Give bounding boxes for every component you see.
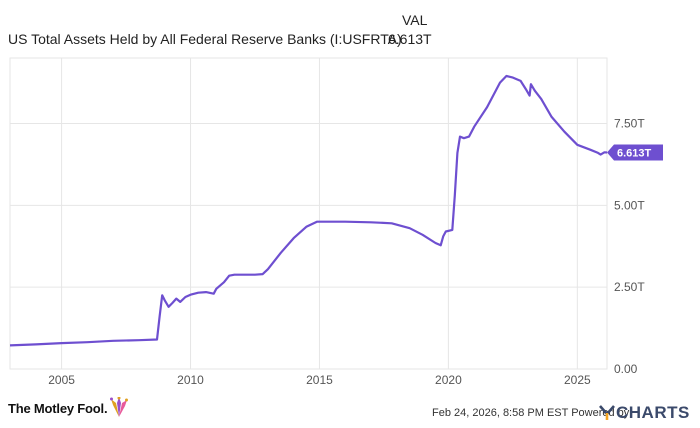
x-tick-label: 2020 xyxy=(435,373,462,387)
line-chart: 0.00 2.50T 5.00T 7.50T 2005 2010 2015 2020 2025 6… xyxy=(9,57,663,387)
y-tick-label: 5.00T xyxy=(614,198,645,212)
x-tick-label: 2025 xyxy=(564,373,591,387)
x-tick-label: 2005 xyxy=(48,373,75,387)
x-tick-label: 2015 xyxy=(306,373,333,387)
chart-footer: The Motley Fool. Feb 24, 2026, 8:58 PM E… xyxy=(0,395,700,428)
value-column-label: VAL xyxy=(402,12,428,28)
ycharts-wordmark: CHARTS xyxy=(616,403,690,422)
ycharts-y-icon xyxy=(599,405,615,420)
timestamp-credit: Feb 24, 2026, 8:58 PM EST Powered by xyxy=(432,407,630,419)
motley-fool-logo: The Motley Fool. xyxy=(8,397,129,419)
current-value-label: 6.613T xyxy=(617,148,652,160)
y-tick-label: 7.50T xyxy=(614,116,645,130)
series-line xyxy=(9,74,608,347)
series-name: US Total Assets Held by All Federal Rese… xyxy=(8,31,402,47)
y-tick-label: 2.50T xyxy=(614,280,645,294)
x-tick-label: 2010 xyxy=(177,373,204,387)
series-current-value: 6.613T xyxy=(388,31,432,47)
plot-frame xyxy=(9,57,608,370)
y-tick-label: 0.00 xyxy=(614,362,638,376)
chart-header: VAL US Total Assets Held by All Federal … xyxy=(0,0,700,50)
ycharts-logo: CHARTS xyxy=(599,403,690,423)
current-value-badge xyxy=(607,144,663,161)
jester-cap-icon xyxy=(110,397,129,417)
motley-fool-wordmark: The Motley Fool. xyxy=(8,400,108,416)
